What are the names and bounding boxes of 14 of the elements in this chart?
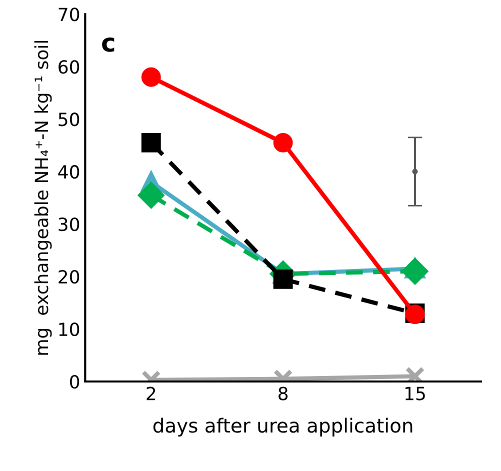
y-tick-label: 20 [58,270,80,284]
x-tick-label: 15 [405,386,425,400]
x-axis-title: days after urea application [153,418,412,437]
y-axis-title: mg exchangeable NH₄⁺-N kg⁻¹ soil [34,40,52,355]
y-tick-label: 60 [58,60,80,74]
y-tick-label: 10 [59,322,80,336]
annotation: c [102,37,114,52]
y-tick-label: 40 [58,165,80,179]
x-tick-label: 8 [278,386,288,400]
y-tick-label: 30 [58,218,80,232]
y-tick-label: 50 [58,112,80,126]
y-tick-label: 0 [70,374,80,389]
y-tick-label: 70 [58,8,80,22]
x-tick-label: 2 [146,386,156,400]
